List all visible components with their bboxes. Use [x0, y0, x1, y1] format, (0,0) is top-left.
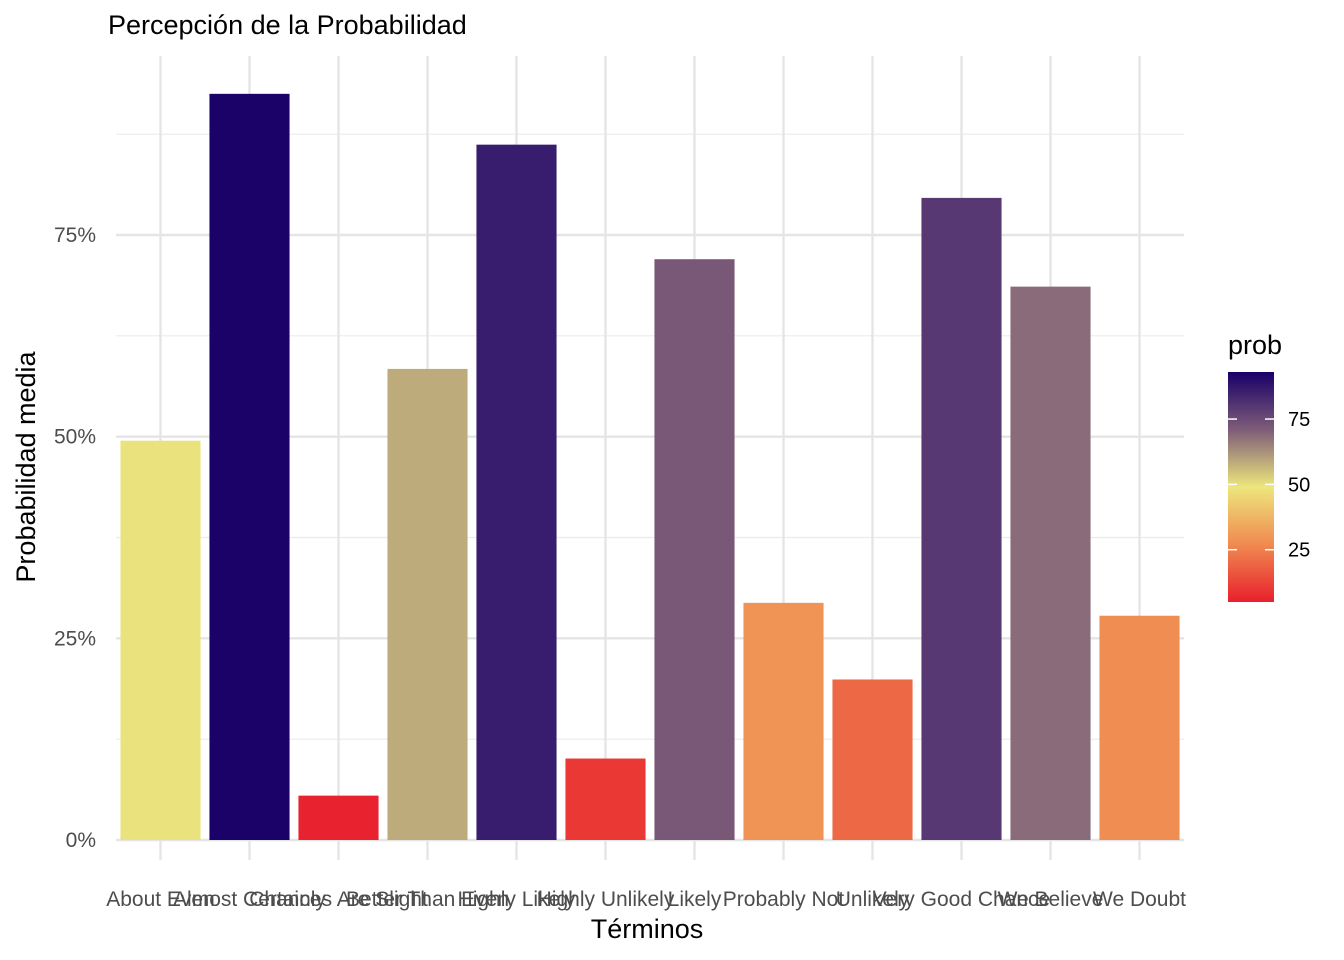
- x-tick-label: About Even: [106, 888, 215, 911]
- y-tick-label: 25%: [54, 627, 96, 650]
- chart-title: Percepción de la Probabilidad: [108, 10, 467, 40]
- y-tick-label: 0%: [66, 829, 96, 852]
- x-axis-title: Términos: [591, 914, 704, 944]
- x-tick-label: Almost Certainly: [173, 888, 326, 911]
- x-tick-label: Chances Are Slight: [249, 888, 428, 911]
- y-tick-label: 75%: [54, 224, 96, 247]
- bar: [743, 602, 824, 840]
- legend-tick-label: 25: [1288, 540, 1310, 562]
- bar: [298, 795, 379, 840]
- x-tick-label: Unlikely: [836, 888, 910, 911]
- legend-title: prob: [1228, 330, 1282, 360]
- legend-tick-label: 50: [1288, 474, 1310, 496]
- x-tick-label: We Doubt: [1093, 888, 1186, 911]
- x-tick-label: Very Good Chance: [873, 888, 1050, 911]
- x-tick-label: Better Than Even: [346, 888, 509, 911]
- legend-colorbar: [1228, 372, 1274, 602]
- color-legend: prob 25 50 75: [1228, 330, 1310, 602]
- y-tick-label: 50%: [54, 426, 96, 449]
- bar: [565, 758, 646, 840]
- legend-ticks: 25 50 75: [1228, 409, 1310, 562]
- bar: [1099, 615, 1180, 840]
- bar: [209, 93, 290, 841]
- bar: [1010, 286, 1091, 840]
- x-tick-label: Likely: [668, 888, 722, 911]
- x-tick-label: We Believe: [998, 888, 1104, 911]
- bar: [832, 679, 913, 840]
- bar: [387, 368, 468, 840]
- bars: [120, 93, 1180, 841]
- y-axis-title: Probabilidad media: [11, 350, 41, 582]
- y-axis-ticks: 0% 25% 50% 75%: [54, 224, 96, 852]
- x-tick-label: Probably Not: [723, 888, 845, 911]
- x-tick-label: Highly Likely: [458, 888, 576, 911]
- bar: [476, 144, 557, 841]
- bar: [654, 259, 735, 840]
- bar: [120, 440, 201, 840]
- x-tick-label: Highly Unlikely: [537, 888, 675, 911]
- legend-tick-label: 75: [1288, 409, 1310, 431]
- bar: [921, 197, 1002, 841]
